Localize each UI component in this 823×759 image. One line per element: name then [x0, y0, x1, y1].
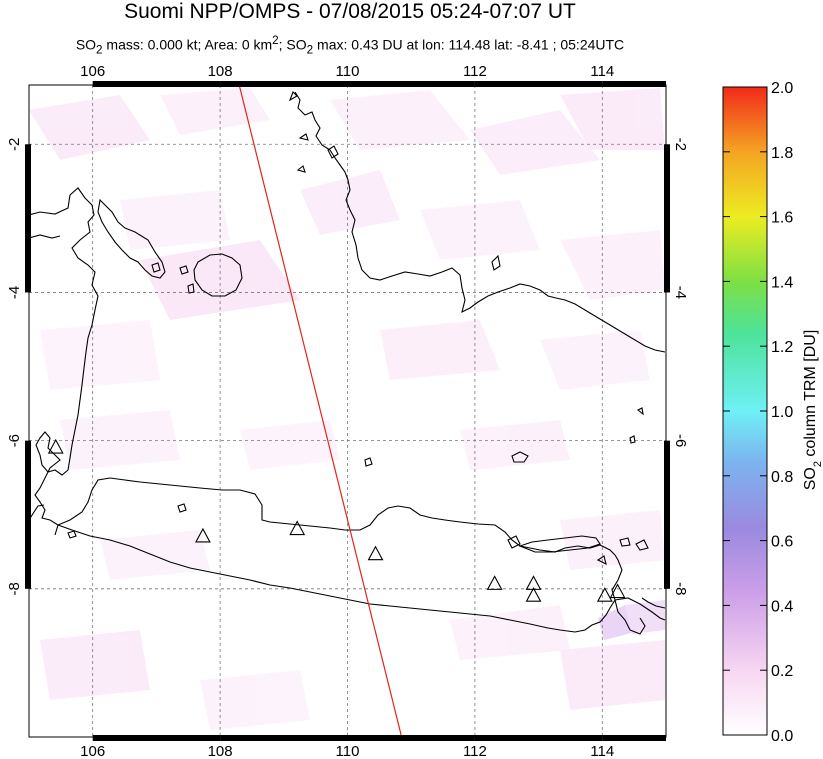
lat-tick-label-right: -6: [672, 434, 689, 447]
lon-tick-label-bottom: 112: [463, 743, 487, 759]
volcano-markers: [47, 438, 626, 602]
volcano-marker: [596, 587, 613, 602]
sumatra-south-coast: [29, 504, 45, 521]
java-south-coast: [57, 524, 623, 633]
colorbar-tick-label: 2.0: [771, 80, 793, 97]
graticule: [29, 85, 666, 737]
colorbar-tick-label: 1.4: [771, 274, 793, 291]
lon-tick-label-bottom: 114: [590, 743, 614, 759]
frame-segment-bottom: [92, 735, 221, 741]
frame-segment-bottom: [474, 735, 603, 741]
sumatra-coast: [29, 187, 99, 536]
volcano-marker: [609, 583, 626, 599]
lon-tick-label-top: 114: [590, 63, 614, 80]
lon-tick-label-top: 110: [336, 63, 360, 80]
bali-island: [614, 597, 666, 635]
map-title: Suomi NPP/OMPS - 07/08/2015 05:24-07:07 …: [124, 0, 576, 23]
colorbar-tick-label: 0.2: [771, 663, 793, 680]
bangka-island: [97, 198, 166, 279]
colorbar-tick-label: 1.2: [771, 339, 793, 356]
borneo-coast: [294, 91, 666, 353]
volcano-marker: [486, 575, 503, 590]
frame-segment-right: [664, 440, 670, 589]
map-frame: [25, 81, 670, 741]
frame-segment-top: [474, 81, 603, 87]
so2-pixels: [29, 88, 665, 730]
lat-tick-label-left: -6: [6, 434, 23, 447]
madura-island: [518, 535, 601, 553]
lat-tick-label-right: -4: [672, 286, 689, 299]
colorbar-tick-label: 0.8: [771, 469, 793, 486]
coastlines: [29, 91, 666, 635]
colorbar-tick-label: 0.4: [771, 598, 793, 615]
colorbar-tick-label: 0.0: [771, 728, 793, 745]
frame-segment-top: [220, 81, 348, 87]
frame-segment-top: [602, 81, 666, 87]
frame-segment-bottom: [602, 735, 666, 741]
lat-tick-label-left: -4: [6, 286, 23, 299]
colorbar-ticks: 0.0 0.2 0.4 0.6 0.8 1.0 1.2 1.4 1.6 1.8 2.0: [723, 80, 793, 745]
lat-tick-label-right: -8: [672, 582, 689, 595]
colorbar-label: SO2 column TRM [DU]: [802, 330, 823, 491]
orbit-track-line: [238, 85, 403, 737]
volcano-marker: [194, 527, 211, 543]
lon-tick-label-top: 108: [208, 63, 233, 80]
lon-tick-label-bottom: 108: [208, 743, 233, 759]
colorbar-tick-label: 1.0: [771, 404, 793, 421]
volcano-marker: [525, 587, 542, 602]
lat-tick-label-left: -2: [6, 138, 23, 151]
frame-segment-top: [92, 81, 221, 87]
belitung-island: [193, 253, 243, 297]
frame-segment-left: [25, 440, 31, 589]
colorbar-tick-label: 1.6: [771, 210, 793, 227]
frame-segment-left: [25, 144, 31, 293]
lon-tick-label-bottom: 110: [336, 743, 360, 759]
axis-labels: 106 106 108 108 110 110 112 112 114 114 -2 -2 -4 -4 -6…: [6, 63, 689, 759]
colorbar-tick-label: 1.8: [771, 145, 793, 162]
volcano-marker: [47, 438, 64, 454]
frame-segment-bottom: [347, 735, 475, 741]
lon-tick-label-top: 112: [463, 63, 487, 80]
volcano-marker: [367, 545, 384, 561]
colorbar-tick-label: 0.6: [771, 534, 793, 551]
frame-segment-bottom: [220, 735, 348, 741]
java-north-coast: [57, 477, 616, 556]
lat-tick-label-left: -8: [6, 582, 23, 595]
lon-tick-label-bottom: 106: [80, 743, 105, 759]
lat-tick-label-right: -2: [672, 138, 689, 151]
volcano-marker: [289, 520, 306, 536]
map-subtitle: SO2 mass: 0.000 kt; Area: 0 km2; SO2 max…: [75, 34, 625, 57]
frame-segment-top: [347, 81, 475, 87]
frame-segment-right: [664, 144, 670, 293]
lon-tick-label-top: 106: [80, 63, 105, 80]
map-content: [29, 85, 666, 737]
colorbar: 0.0 0.2 0.4 0.6 0.8 1.0 1.2 1.4 1.6 1.8 2.0 SO2 co…: [722, 80, 823, 745]
